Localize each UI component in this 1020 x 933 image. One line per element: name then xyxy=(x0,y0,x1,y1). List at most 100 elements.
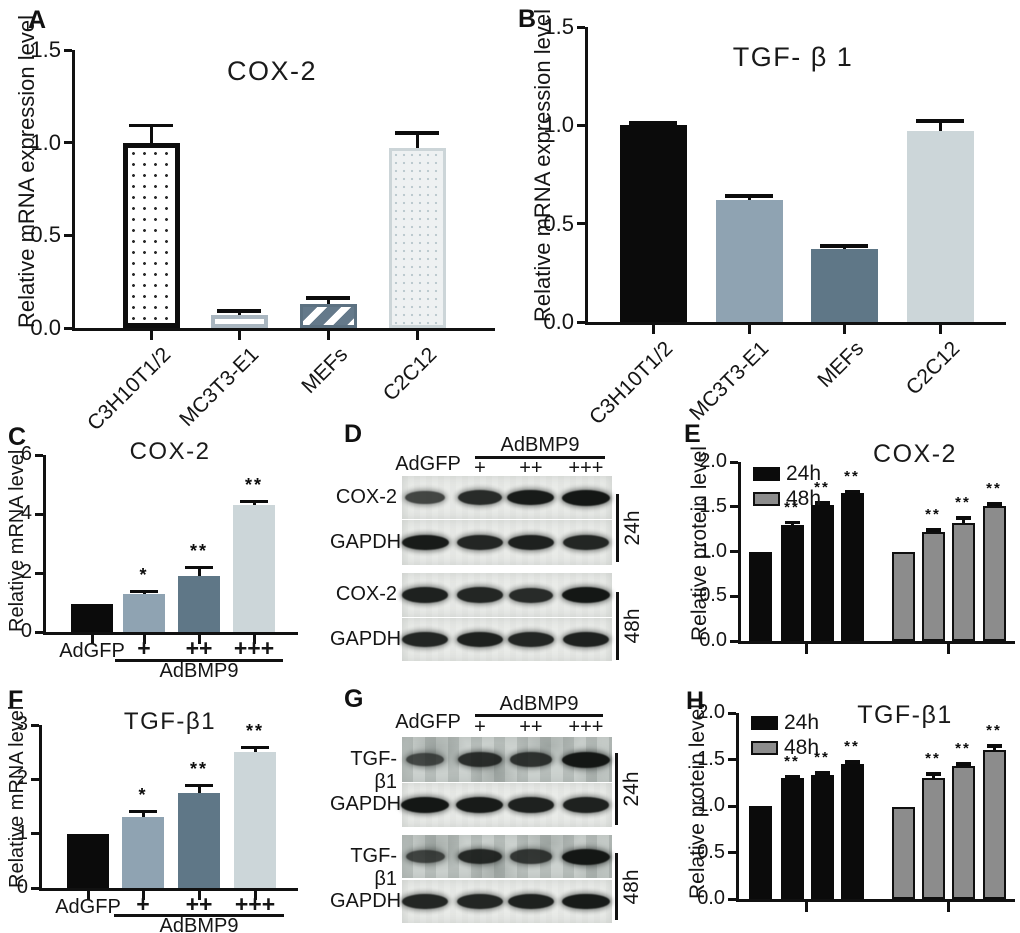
y-tick-label: 0.5 xyxy=(699,584,727,607)
y-tick-mark xyxy=(64,233,72,237)
legend-swatch xyxy=(751,741,778,755)
error-bar-cap xyxy=(955,516,971,520)
y-tick-mark xyxy=(577,222,585,226)
legend-swatch xyxy=(753,492,780,506)
legend-label: 48h xyxy=(784,736,820,759)
bar xyxy=(71,603,113,632)
panel-F: F 0 1 2 3 TGF-β1 Relative mRNA level * ** ** AdGF… xyxy=(0,685,330,933)
time-label: 48h xyxy=(620,868,643,905)
dose-label: +++ xyxy=(568,716,604,738)
y-tick-mark xyxy=(728,804,736,808)
y-tick-mark xyxy=(64,48,72,52)
blot-band xyxy=(508,587,554,603)
blot-row-label: GAPDH xyxy=(330,793,402,815)
blot-band xyxy=(508,631,554,648)
y-tick-label: 1.5 xyxy=(543,13,574,39)
time-bracket xyxy=(616,494,619,562)
y-axis-line xyxy=(39,725,42,891)
blot-band xyxy=(457,587,503,603)
legend-swatch xyxy=(753,467,780,481)
y-tick-label: 0.0 xyxy=(699,629,727,651)
treatment-label: AdBMP9 xyxy=(500,434,580,456)
significance-stars: ** xyxy=(814,749,830,767)
y-tick-mark xyxy=(730,594,738,598)
y-tick-label: 6 xyxy=(20,443,32,465)
y-tick-mark xyxy=(577,25,585,29)
error-bar-cap xyxy=(306,296,350,300)
y-tick-label: 2.0 xyxy=(697,701,725,723)
x-tick-mark xyxy=(946,902,950,912)
x-tick-mark xyxy=(415,331,419,340)
bar xyxy=(715,200,783,322)
blot-band xyxy=(405,849,445,864)
significance-stars: ** xyxy=(814,479,830,497)
x-tick-label: ++ xyxy=(185,891,213,917)
bar xyxy=(780,524,804,641)
y-tick-label: 0.5 xyxy=(697,840,725,863)
panel-letter-h: H xyxy=(686,687,705,715)
blot-band xyxy=(402,587,449,603)
x-tick-mark xyxy=(237,331,241,340)
blot-band xyxy=(562,797,610,813)
significance-stars: ** xyxy=(784,498,800,516)
x-tick-mark xyxy=(252,635,256,644)
group-label: AdBMP9 xyxy=(159,915,239,933)
bar xyxy=(748,806,772,899)
error-bar-cap xyxy=(925,772,941,776)
blot-band xyxy=(507,489,555,506)
time-label: 24h xyxy=(620,771,643,807)
bar xyxy=(951,766,975,899)
bar xyxy=(891,552,915,641)
y-axis-line xyxy=(738,462,741,644)
panel-letter-d: D xyxy=(344,420,363,448)
y-tick-label: 3 xyxy=(16,713,28,735)
dose-label: +++ xyxy=(568,457,604,479)
x-tick-mark xyxy=(938,325,942,334)
bar xyxy=(123,593,165,632)
y-tick-mark xyxy=(64,326,72,330)
x-tick-mark xyxy=(651,325,655,334)
time-bracket xyxy=(616,592,619,660)
y-tick-label: 0.0 xyxy=(543,308,574,334)
x-tick-mark xyxy=(804,644,808,654)
chart-a-cox2-mrna: 0.0 0.5 1.0 1.5 COX-2 Relative mRNA expressio… xyxy=(0,0,505,435)
bar xyxy=(780,778,804,899)
y-tick-mark xyxy=(730,460,738,464)
x-tick-mark xyxy=(804,902,808,912)
x-tick-mark xyxy=(842,325,846,334)
y-tick-mark xyxy=(31,723,39,727)
blot-band xyxy=(507,797,555,813)
y-tick-mark xyxy=(577,320,585,324)
significance-stars: ** xyxy=(986,480,1002,498)
treatment-underline xyxy=(475,456,605,459)
x-axis-line xyxy=(738,641,1015,644)
panel-H: H 0.0 0.5 1.0 1.5 2.0 TGF-β1 Relative protein … xyxy=(660,685,1020,933)
bar xyxy=(210,315,268,328)
error-bar-cap xyxy=(395,131,439,135)
significance-stars: ** xyxy=(244,474,263,495)
error-bar-cap xyxy=(814,501,830,505)
panel-C: C 0 2 4 6 COX-2 Relative mRNA level * ** ** AdGFP… xyxy=(0,422,330,685)
time-label: 24h xyxy=(621,510,644,546)
control-label: AdGFP xyxy=(395,453,461,475)
bar xyxy=(122,817,164,888)
y-tick-label: 1.5 xyxy=(699,494,727,517)
bar xyxy=(906,131,974,322)
significance-stars: * xyxy=(139,564,149,585)
y-tick-mark xyxy=(35,512,43,516)
error-bar-cap xyxy=(130,589,158,594)
bar xyxy=(233,505,275,632)
significance-stars: ** xyxy=(189,540,208,561)
x-tick-label: AdGFP xyxy=(59,640,125,662)
x-tick-mark xyxy=(747,325,751,334)
y-tick-mark xyxy=(728,711,736,715)
bar xyxy=(619,125,687,322)
blot-row-label: TGF-β1 xyxy=(350,747,397,793)
x-tick-mark xyxy=(142,635,146,644)
blot-d-cox2: AdGFP AdBMP9 + ++ +++ COX-2 GAPDH 24h COX-2 GAPDH… xyxy=(330,422,680,685)
y-tick-mark xyxy=(730,550,738,553)
y-tick-mark xyxy=(31,777,39,781)
y-tick-label: 1.5 xyxy=(30,36,61,62)
error-bar-line xyxy=(197,785,201,793)
y-axis-label: Relative mRNA expression level xyxy=(530,8,555,322)
